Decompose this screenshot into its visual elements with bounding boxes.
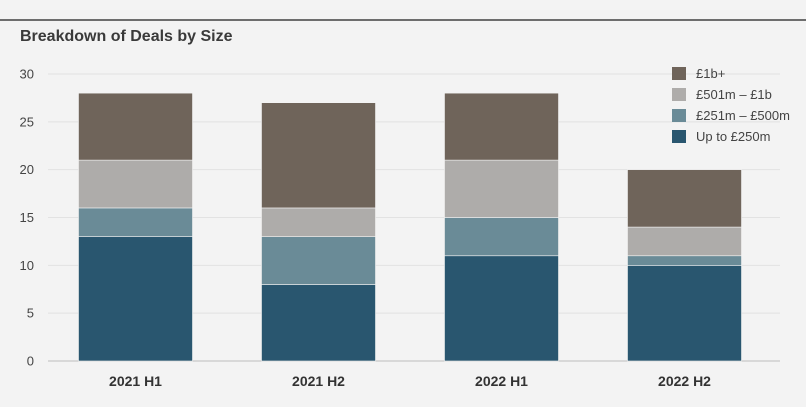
bars [78, 92, 742, 362]
x-tick-label: 2022 H2 [658, 373, 711, 389]
legend-swatch [672, 88, 686, 101]
y-tick-label: 5 [27, 306, 34, 321]
bar-segment [444, 217, 559, 257]
legend: £1b+ £501m – £1b £251m – £500m Up to £250m [672, 66, 790, 144]
x-tick-label: 2022 H1 [475, 373, 528, 389]
bar-segment [261, 207, 376, 237]
y-tick-label: 10 [20, 258, 34, 273]
bar-segment [627, 265, 742, 362]
legend-swatch [672, 67, 686, 80]
bar-segment [78, 92, 193, 161]
legend-label: Up to £250m [696, 129, 770, 144]
y-tick-label: 15 [20, 210, 34, 225]
x-tick-label: 2021 H2 [292, 373, 345, 389]
bar-segment [444, 255, 559, 362]
bar-segment [444, 92, 559, 161]
bar-segment [78, 207, 193, 237]
bar-segment [78, 236, 193, 362]
y-tick-label: 0 [27, 354, 34, 369]
bar-segment [261, 102, 376, 209]
legend-swatch [672, 130, 686, 143]
y-tick-label: 30 [20, 67, 34, 82]
bar-segment [444, 159, 559, 218]
chart-title: Breakdown of Deals by Size [20, 28, 233, 45]
legend-swatch [672, 109, 686, 122]
legend-label: £251m – £500m [696, 108, 790, 123]
bar-segment [627, 169, 742, 228]
bar-segment [627, 255, 742, 266]
y-axis: 0 5 10 15 20 25 30 [20, 67, 34, 369]
legend-label: £501m – £1b [696, 87, 772, 102]
legend-label: £1b+ [696, 66, 725, 81]
x-tick-label: 2021 H1 [109, 373, 162, 389]
top-rule [0, 19, 806, 21]
y-tick-label: 25 [20, 114, 34, 129]
bar-segment [261, 284, 376, 362]
bar-segment [261, 236, 376, 285]
bar-segment [78, 159, 193, 209]
bar-segment [627, 226, 742, 257]
y-tick-label: 20 [20, 162, 34, 177]
x-axis: 2021 H1 2021 H2 2022 H1 2022 H2 [109, 373, 711, 389]
